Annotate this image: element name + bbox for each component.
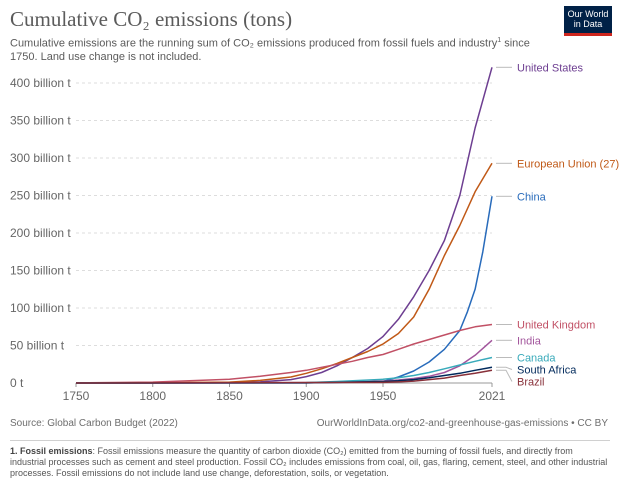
owid-logo[interactable]: Our World in Data <box>564 6 612 36</box>
y-tick-label: 200 billion t <box>10 226 71 240</box>
y-tick-label: 150 billion t <box>10 264 71 278</box>
series-label: European Union (27) <box>517 158 619 170</box>
x-tick-label: 1900 <box>293 389 320 403</box>
x-tick-label: 2021 <box>479 389 506 403</box>
footnote-marker: 1 <box>497 37 502 44</box>
series-label: Brazil <box>517 377 545 389</box>
series-label: South Africa <box>517 365 577 377</box>
series-label: Canada <box>517 353 556 365</box>
line-chart: 0 t 50 billion t 100 billion t 150 billion … <box>10 62 619 403</box>
series-line <box>76 67 493 384</box>
y-tick-label: 400 billion t <box>10 76 71 90</box>
x-tick-label: 1800 <box>139 389 166 403</box>
footnote-text: : Fossil emissions measure the quantity … <box>10 446 608 478</box>
series-line <box>75 323 493 384</box>
footnote: 1. Fossil emissions: Fossil emissions me… <box>10 446 610 479</box>
y-tick-label: 50 billion t <box>10 339 65 353</box>
series-label-connector <box>496 369 513 382</box>
footnote-label: 1. Fossil emissions <box>10 446 93 456</box>
series-line <box>75 162 493 384</box>
y-tick-label: 100 billion t <box>10 301 71 315</box>
x-tick-label: 1850 <box>216 389 243 403</box>
series-label: United Kingdom <box>517 320 595 332</box>
x-tick-label: 1750 <box>63 389 90 403</box>
y-tick-label: 300 billion t <box>10 151 71 165</box>
series-label: India <box>517 335 542 347</box>
subtitle-text: Cumulative emissions are the running sum… <box>10 37 498 50</box>
x-tick-label: 1950 <box>370 389 397 403</box>
chart-subtitle: Cumulative emissions are the running sum… <box>10 34 550 64</box>
y-tick-label: 0 t <box>10 376 24 390</box>
subtitle-text-end: since 1750. Land use change is not inclu… <box>10 37 530 63</box>
footer-divider <box>10 440 610 441</box>
source-note[interactable]: Source: Global Carbon Budget (2022) <box>10 418 178 429</box>
logo-line-2: in Data <box>573 19 603 29</box>
chart-title: Cumulative CO₂ emissions (tons) <box>10 7 293 31</box>
y-tick-label: 250 billion t <box>10 189 71 203</box>
logo-line-1: Our World <box>567 9 609 19</box>
series-label-connector <box>496 366 513 370</box>
series-label: China <box>517 191 547 203</box>
series-label: United States <box>517 62 584 74</box>
y-tick-label: 350 billion t <box>10 114 71 128</box>
attribution-link[interactable]: OurWorldInData.org/co2-and-greenhouse-ga… <box>316 418 608 429</box>
series-line <box>75 369 493 384</box>
